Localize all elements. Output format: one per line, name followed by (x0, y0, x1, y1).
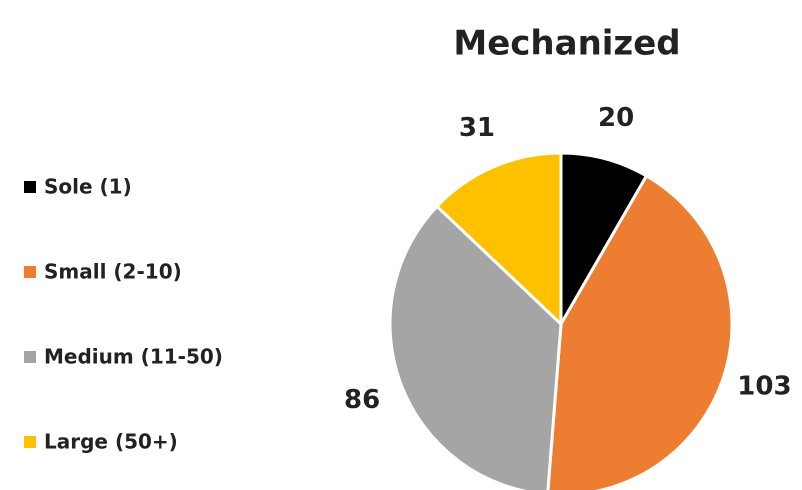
legend-swatch (24, 436, 36, 448)
data-label: 20 (598, 103, 634, 133)
legend-label: Small (2-10) (44, 260, 182, 284)
legend-label: Sole (1) (44, 175, 132, 199)
pie-slice (559, 151, 649, 330)
legend-swatch (24, 181, 36, 193)
legend-swatch (24, 266, 36, 278)
pie-slice (546, 173, 734, 490)
chart-title: Mechanized (453, 24, 680, 64)
legend-label: Large (50+) (44, 430, 178, 454)
data-label: 86 (344, 385, 380, 415)
data-label: 103 (737, 372, 791, 402)
data-label: 31 (459, 113, 495, 143)
legend-label: Medium (11-50) (44, 345, 223, 369)
pie-slice (388, 204, 563, 490)
pie-slice (434, 151, 563, 328)
legend-swatch (24, 351, 36, 363)
